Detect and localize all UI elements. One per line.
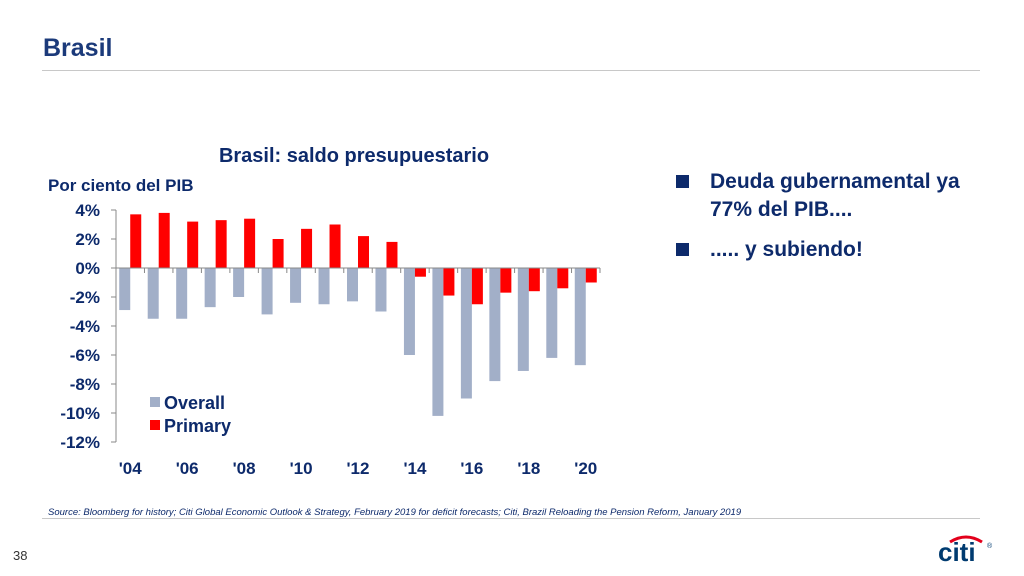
- citi-logo-icon: citi ®: [938, 535, 993, 567]
- bar-primary-2017: [500, 268, 512, 293]
- y-tick-label: -2%: [70, 288, 100, 307]
- square-bullet-icon: [676, 175, 689, 188]
- x-tick-label: '08: [233, 459, 256, 478]
- bar-overall-2017: [489, 268, 501, 382]
- bar-overall-2011: [318, 268, 330, 305]
- bar-overall-2007: [204, 268, 216, 308]
- legend-swatch-primary: [150, 420, 160, 430]
- page-number: 38: [13, 548, 28, 563]
- bar-primary-2007: [215, 220, 227, 268]
- bar-primary-2008: [244, 218, 256, 268]
- bar-overall-2009: [261, 268, 273, 315]
- bars-layer: [119, 212, 597, 416]
- x-tick-label: '04: [119, 459, 142, 478]
- y-tick-label: 0%: [75, 259, 100, 278]
- y-tick-label: -6%: [70, 346, 100, 365]
- bullet-list: Deuda gubernamental ya 77% del PIB.... .…: [676, 168, 976, 276]
- bar-primary-2016: [471, 268, 483, 305]
- y-axis-unit-label: Por ciento del PIB: [48, 176, 193, 195]
- chart-title: Brasil: saldo presupuestario: [219, 145, 489, 167]
- svg-text:citi: citi: [938, 537, 976, 567]
- bar-overall-2019: [546, 268, 558, 358]
- legend-swatch-overall: [150, 397, 160, 407]
- x-tick-label: '18: [517, 459, 540, 478]
- bar-primary-2014: [414, 268, 426, 277]
- legend-label-primary: Primary: [164, 416, 231, 436]
- y-tick-label: -10%: [60, 404, 100, 423]
- bar-overall-2015: [432, 268, 444, 416]
- bar-overall-2013: [375, 268, 387, 312]
- bar-primary-2019: [557, 268, 569, 289]
- bar-overall-2010: [290, 268, 302, 303]
- y-tick-label: -12%: [60, 433, 100, 452]
- x-tick-label: '06: [176, 459, 199, 478]
- bar-overall-2005: [147, 268, 159, 319]
- bar-overall-2020: [574, 268, 586, 366]
- bar-primary-2009: [272, 239, 284, 268]
- bullet-text: Deuda gubernamental ya 77% del PIB....: [710, 170, 960, 221]
- bar-overall-2004: [119, 268, 131, 311]
- source-note: Source: Bloomberg for history; Citi Glob…: [48, 507, 742, 518]
- legend-label-overall: Overall: [164, 393, 225, 413]
- y-tick-label: -4%: [70, 317, 100, 336]
- bullet-text: ..... y subiendo!: [710, 238, 863, 261]
- bar-overall-2006: [176, 268, 188, 319]
- bar-primary-2013: [386, 241, 398, 268]
- axes-layer: 4% 2% 0% -2% -4% -6% -8% -10% -12% '04 '06 '08 '10 '1…: [60, 201, 601, 478]
- x-tick-label: '20: [574, 459, 597, 478]
- bar-overall-2018: [517, 268, 529, 371]
- bar-overall-2014: [403, 268, 415, 355]
- footer-divider: [42, 518, 980, 519]
- bar-overall-2016: [460, 268, 472, 399]
- y-tick-label: -8%: [70, 375, 100, 394]
- bar-overall-2008: [233, 268, 245, 297]
- bullet-rising: ..... y subiendo!: [676, 236, 976, 264]
- bar-primary-2020: [585, 268, 597, 283]
- bullet-debt: Deuda gubernamental ya 77% del PIB....: [676, 168, 976, 224]
- square-bullet-icon: [676, 243, 689, 256]
- x-tick-label: '12: [347, 459, 370, 478]
- bar-primary-2010: [301, 228, 313, 268]
- bar-overall-2012: [347, 268, 358, 302]
- bar-primary-2015: [443, 268, 455, 296]
- title-divider: [42, 70, 980, 71]
- bar-primary-2012: [358, 236, 369, 268]
- chart-legend: Overall Primary: [150, 393, 231, 436]
- x-tick-label: '10: [290, 459, 313, 478]
- x-tick-label: '14: [403, 459, 426, 478]
- bar-primary-2005: [158, 212, 170, 268]
- bar-primary-2006: [187, 221, 199, 268]
- svg-text:®: ®: [987, 542, 993, 550]
- x-tick-label: '16: [460, 459, 483, 478]
- bar-primary-2004: [130, 214, 142, 268]
- y-tick-label: 2%: [75, 230, 100, 249]
- slide-title: Brasil: [43, 34, 113, 62]
- bar-primary-2011: [329, 224, 341, 268]
- y-tick-label: 4%: [75, 201, 100, 220]
- bar-primary-2018: [528, 268, 540, 292]
